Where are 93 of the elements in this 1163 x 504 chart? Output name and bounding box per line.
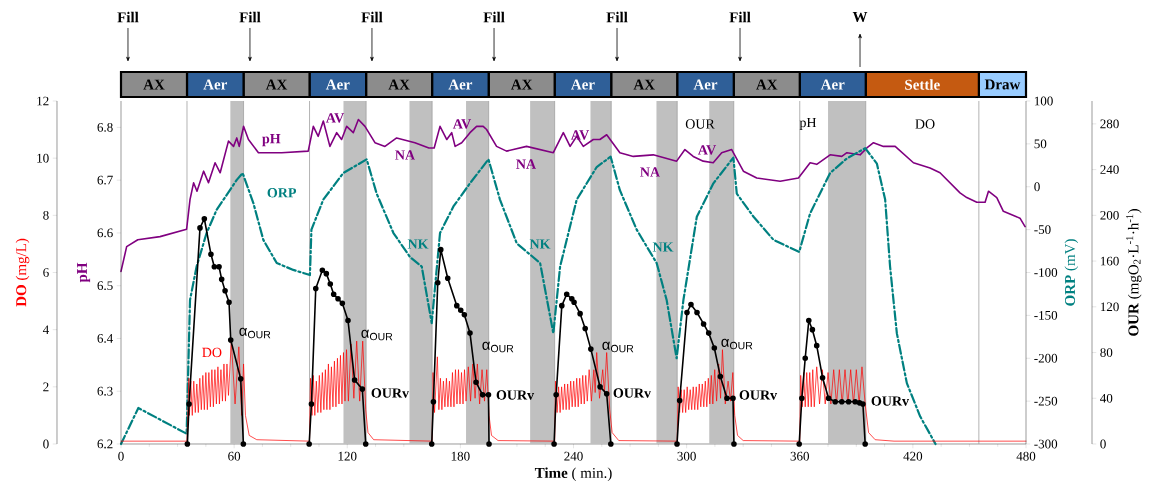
annotation: α$_{OUR}$	[361, 329, 393, 341]
series-label: pH	[262, 134, 281, 147]
y2-axis-title: pH	[77, 262, 91, 283]
annotation: α$_{OUR}$	[482, 341, 514, 353]
annotation: α$_{OUR}$	[721, 338, 753, 350]
text: Fill	[361, 11, 383, 23]
y-axis-title: DO (mg/L)	[15, 238, 30, 307]
data-label: Aer	[448, 79, 473, 90]
annotation: OURv	[739, 390, 778, 400]
y-tick-label: 0	[43, 439, 49, 449]
y3-tick-label: 50	[1034, 139, 1047, 149]
data-label: AX	[756, 79, 778, 90]
data-label: AX	[510, 79, 533, 90]
line-series	[119, 147, 937, 446]
data-label: Aer	[820, 79, 845, 90]
y-tick-label: 80	[1100, 348, 1113, 357]
annotation: AV	[325, 113, 345, 123]
x-axis-title: Time ( min.)	[534, 467, 612, 482]
y3-tick-label: -100	[1034, 268, 1058, 277]
annotation: α$_{OUR}$	[602, 341, 634, 353]
annotation: AV	[570, 130, 590, 140]
data-label: AX	[633, 79, 655, 90]
y2-tick-label: 6.5	[97, 281, 113, 291]
text: Fill	[239, 11, 261, 23]
y-axis-title: OUR (mgO$_{2}$·L$^{-1}$·h$^{-1}$)	[1126, 209, 1142, 336]
data-label: AX	[143, 79, 165, 90]
text: Fill	[729, 11, 751, 23]
x-tick-label: 120	[338, 451, 357, 461]
x-tick-label: 180	[451, 451, 470, 461]
annotation: α$_{OUR}$	[239, 327, 271, 339]
annotation: pH	[799, 117, 817, 131]
y3-tick-label: -200	[1034, 353, 1058, 363]
y3-axis-title: ORP (mV)	[1064, 239, 1079, 306]
y-tick-label: 240	[1100, 165, 1119, 174]
text: W	[852, 11, 868, 23]
x-tick-label: 0	[118, 451, 124, 461]
y-tick-label: 160	[1100, 256, 1119, 266]
y3-tick-label: 100	[1034, 96, 1053, 106]
annotation: AV	[452, 119, 472, 129]
y2-tick-label: 6.4	[97, 334, 114, 343]
text: Fill	[483, 11, 505, 23]
annotation: AV	[697, 145, 717, 155]
y3-tick-label: 0	[1034, 182, 1040, 192]
series-label: DO	[202, 347, 222, 358]
x-tick-label: 360	[790, 451, 810, 461]
y2-tick-label: 6.2	[97, 439, 113, 449]
data-label: AX	[388, 79, 410, 90]
y-tick-label: 200	[1100, 210, 1119, 220]
y-tick-label: 120	[1100, 302, 1119, 312]
y2-tick-label: 6.3	[97, 386, 113, 396]
annotation: DO	[915, 119, 935, 129]
annotation: NA	[516, 159, 536, 169]
annotation: OURv	[496, 390, 535, 400]
annotation: OURv	[371, 388, 410, 398]
y-tick-label: 2	[43, 382, 49, 392]
y-tick-label: 6	[43, 268, 49, 277]
y2-tick-label: 6.6	[97, 228, 113, 238]
data-label: Aer	[571, 79, 595, 90]
annotation: OURv	[871, 396, 910, 406]
data-label: Aer	[693, 79, 718, 90]
x-tick-label: 60	[228, 451, 241, 461]
data-label: Aer	[325, 79, 350, 90]
y3-tick-label: -250	[1034, 396, 1058, 406]
y-tick-label: 12	[37, 96, 49, 106]
y-tick-label: 10	[37, 153, 49, 163]
annotation: OURv	[613, 388, 652, 398]
data-label: Aer	[203, 79, 228, 90]
y3-tick-label: -150	[1034, 310, 1058, 320]
data-label: AX	[265, 79, 288, 90]
x-tick-label: 300	[677, 451, 696, 461]
text: Fill	[117, 11, 139, 23]
y-tick-label: 4	[42, 325, 50, 334]
annotation: NA	[640, 167, 660, 177]
y-tick-label: 8	[43, 210, 49, 220]
annotation: OUR	[685, 119, 715, 129]
y-tick-label: 280	[1100, 119, 1119, 129]
x-tick-label: 420	[903, 451, 923, 461]
y2-tick-label: 6.7	[97, 175, 113, 185]
annotation: NK	[652, 242, 674, 252]
x-tick-label: 240	[564, 451, 583, 461]
text: Fill	[606, 11, 628, 23]
annotation: NA	[395, 150, 415, 160]
y-tick-label: 0	[1100, 439, 1106, 449]
data-label: Draw	[984, 79, 1021, 90]
x-tick-label: 480	[1016, 451, 1036, 461]
y3-tick-label: -50	[1034, 225, 1051, 235]
series-label: ORP	[267, 188, 297, 198]
y-tick-label: 40	[1100, 393, 1113, 403]
annotation: NK	[529, 239, 551, 249]
data-label: Settle	[905, 79, 940, 90]
y2-tick-label: 6.8	[97, 122, 113, 132]
y3-tick-label: -300	[1034, 439, 1058, 449]
annotation: NK	[407, 239, 429, 249]
